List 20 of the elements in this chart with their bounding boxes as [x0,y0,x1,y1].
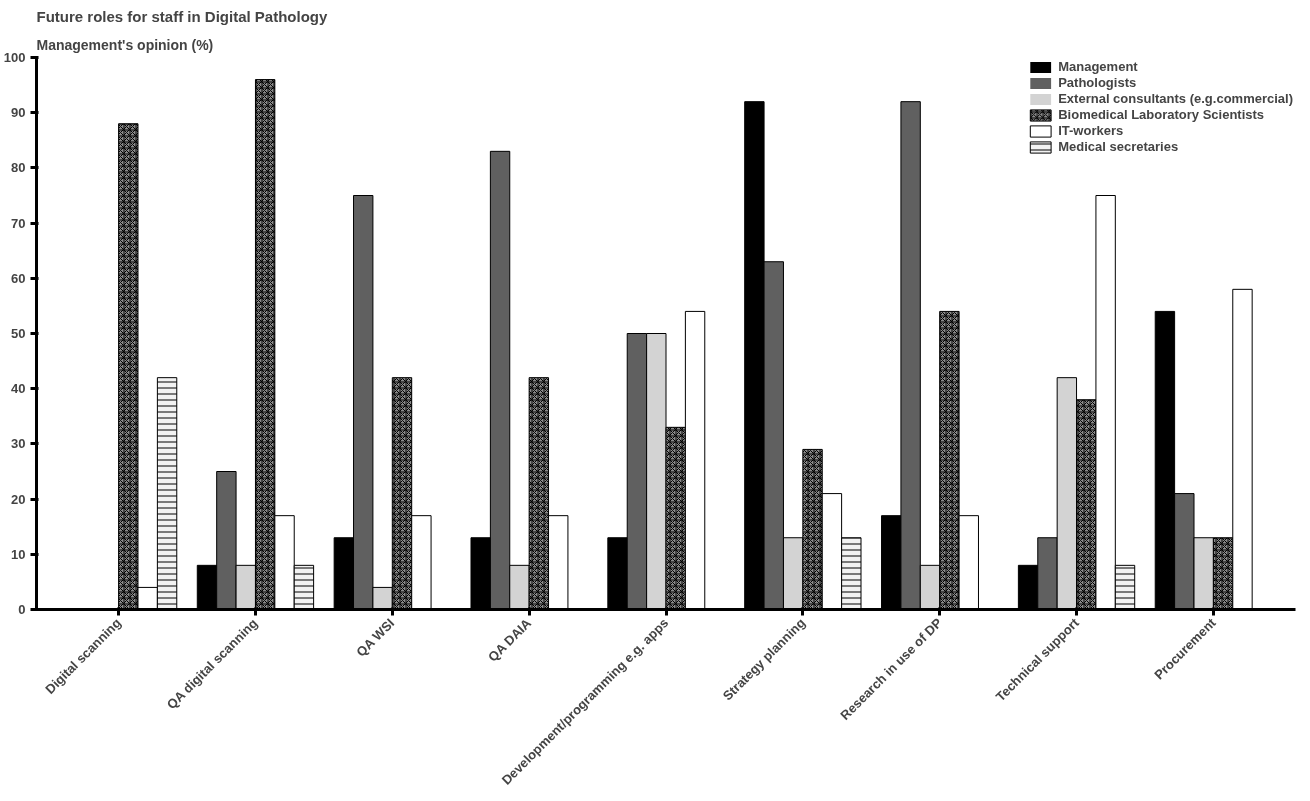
y-tick-label: 0 [18,602,26,617]
legend-label: External consultants (e.g.commercial) [1058,91,1293,106]
y-tick-label: 70 [11,215,26,231]
y-tick-label: 90 [11,105,26,121]
y-tick-label: 10 [11,546,26,562]
y-tick-label: 40 [11,381,26,397]
y-tick-label: 60 [11,270,26,286]
legend-label: IT-workers [1058,123,1124,138]
y-tick-label: 30 [11,436,26,452]
y-tick-label: 80 [11,160,26,176]
y-tick-label: 100 [3,50,26,65]
chart-title: Future roles for staff in Digital Pathology [36,7,329,25]
y-axis-title: Management's opinion (%) [36,36,214,53]
legend-label: Management [1058,59,1138,74]
y-tick-label: 50 [11,326,26,341]
legend-label: Medical secretaries [1058,139,1179,154]
y-tick-label: 20 [11,491,26,507]
x-tick-label: QA WSI [353,615,398,660]
legend-label: Biomedical Laboratory Scientists [1058,107,1265,122]
legend-label: Pathologists [1058,75,1137,90]
